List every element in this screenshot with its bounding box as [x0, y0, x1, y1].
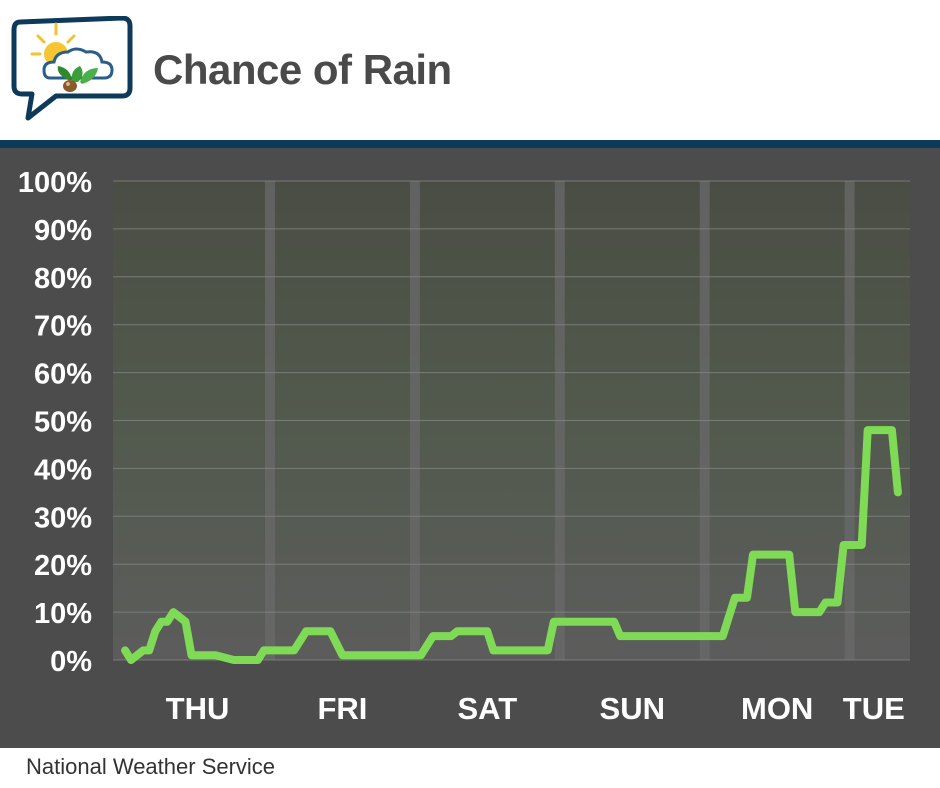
- y-tick-label: 30%: [34, 502, 92, 534]
- series-line: [121, 426, 902, 664]
- page-title: Chance of Rain: [153, 46, 452, 93]
- x-tick-label: FRI: [317, 691, 367, 726]
- y-tick-label: 80%: [34, 263, 92, 295]
- weather-speech-bubble-logo-icon: [10, 15, 134, 124]
- y-tick-label: 60%: [34, 359, 92, 391]
- y-tick-label: 40%: [34, 454, 92, 486]
- y-tick-label: 10%: [34, 598, 92, 630]
- source-credit: National Weather Service: [26, 754, 276, 779]
- y-tick-label: 20%: [34, 550, 92, 582]
- header-divider: [0, 140, 940, 148]
- x-tick-label: SAT: [457, 691, 517, 726]
- header: Chance of Rain: [0, 0, 940, 142]
- rain-chance-chart: 0% 10% 20% 30% 40% 50% 60% 70% 80% 90% 100% THU FRI S…: [18, 167, 910, 726]
- y-tick-label: 0%: [50, 646, 92, 678]
- x-tick-label: THU: [166, 691, 230, 726]
- y-tick-label: 100%: [18, 167, 92, 199]
- x-tick-label: MON: [741, 691, 813, 726]
- chart-panel: 0% 10% 20% 30% 40% 50% 60% 70% 80% 90% 100% THU FRI S…: [0, 148, 940, 748]
- y-tick-label: 70%: [34, 311, 92, 343]
- y-tick-label: 50%: [34, 407, 92, 439]
- x-tick-label: TUE: [843, 691, 905, 726]
- x-tick-label: SUN: [600, 691, 665, 726]
- y-tick-label: 90%: [34, 215, 92, 247]
